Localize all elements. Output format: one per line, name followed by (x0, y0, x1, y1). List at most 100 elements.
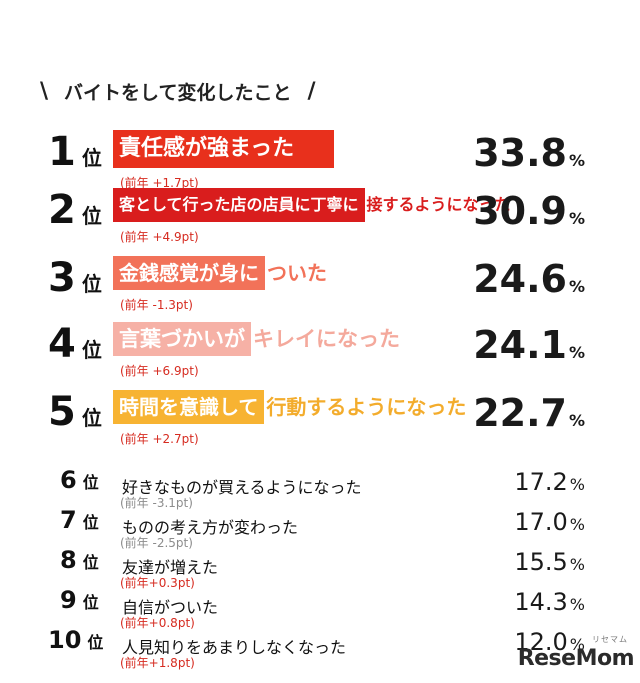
value-unit: % (568, 209, 585, 228)
ranking-row: 4 位言葉づかいが キレイになった (前年 +6.9pt) 24.1% (0, 322, 640, 386)
rank-suffix: 位 (81, 146, 102, 170)
item-label-highlight: 言葉づかいが (113, 322, 251, 356)
rank-number: 6 (60, 466, 77, 494)
delta-label: (前年 +2.7pt) (120, 432, 199, 446)
rank-suffix: 位 (81, 272, 102, 296)
item-label: 客として行った店の店員に丁寧に 接するようになった (113, 188, 511, 222)
rank-number: 8 (60, 546, 77, 574)
rank-number: 3 (48, 255, 76, 301)
item-label: ものの考え方が変わった (122, 518, 299, 537)
rank-number: 1 (48, 129, 76, 175)
rank-number: 2 (48, 187, 76, 233)
item-label: 友達が増えた (122, 558, 219, 577)
rank-number: 7 (60, 506, 77, 534)
delta-label: (前年 -2.5pt) (120, 536, 193, 550)
value-label: 17.2% (514, 470, 585, 494)
ranking-row: 7 位 ものの考え方が変わった (前年 -2.5pt) 17.0% (0, 508, 640, 550)
rank-number: 10 (48, 626, 82, 654)
value-number: 24.1 (473, 323, 567, 367)
value-unit: % (568, 411, 585, 430)
value-unit: % (569, 635, 585, 654)
ranking-row: 9 位 自信がついた (前年+0.8pt) 14.3% (0, 588, 640, 630)
ranking-row: 5 位時間を意識して 行動するようになった (前年 +2.7pt) 22.7% (0, 390, 640, 454)
value-unit: % (568, 343, 585, 362)
title-slash-left: \ (40, 78, 49, 104)
rank-suffix: 位 (82, 473, 99, 492)
chart-title: \ バイトをして変化したこと / (40, 76, 316, 106)
value-number: 14.3 (514, 588, 568, 616)
value-unit: % (569, 555, 585, 574)
value-number: 17.0 (514, 508, 568, 536)
value-unit: % (569, 595, 585, 614)
value-label: 17.0% (514, 510, 585, 534)
rank-suffix: 位 (81, 204, 102, 228)
value-unit: % (569, 515, 585, 534)
rank-suffix: 位 (82, 593, 99, 612)
value-label: 33.8% (473, 134, 585, 172)
value-unit: % (568, 151, 585, 170)
value-number: 22.7 (473, 391, 567, 435)
item-label: 言葉づかいが キレイになった (113, 322, 400, 356)
item-label: 自信がついた (122, 598, 219, 617)
delta-label: (前年 -1.3pt) (120, 298, 193, 312)
item-label-highlight: 時間を意識して (113, 390, 265, 424)
value-label: 24.1% (473, 326, 585, 364)
rank-label: 10 位 (48, 628, 103, 652)
resemom-logo: リセマム ReseMom (517, 635, 635, 671)
rank-suffix: 位 (82, 513, 99, 532)
value-unit: % (568, 277, 585, 296)
value-number: 30.9 (473, 189, 567, 233)
chart-title-text: バイトをして変化したこと (64, 81, 292, 104)
delta-label: (前年 +4.9pt) (120, 230, 199, 244)
rank-suffix: 位 (81, 406, 102, 430)
logo-subtext: リセマム (592, 635, 628, 644)
item-label: 金銭感覚が身に ついた (113, 256, 327, 290)
delta-label: (前年+1.8pt) (120, 656, 195, 670)
delta-label: (前年 +1.7pt) (120, 176, 199, 190)
value-number: 24.6 (473, 257, 567, 301)
value-number: 15.5 (514, 548, 568, 576)
delta-label: (前年+0.3pt) (120, 576, 195, 590)
rank-suffix: 位 (82, 553, 99, 572)
ranking-row: 2 位客として行った店の店員に丁寧に 接するようになった (前年 +4.9pt) 30.… (0, 188, 640, 252)
item-label: 責任感が強まった (113, 130, 335, 168)
rank-suffix: 位 (87, 633, 104, 652)
item-label: 人見知りをあまりしなくなった (122, 638, 347, 657)
value-label: 12.0% (514, 630, 585, 654)
rank-number: 4 (48, 321, 76, 367)
item-label-highlight: 責任感が強まった (113, 130, 335, 168)
rank-number: 5 (48, 389, 76, 435)
item-label-highlight: 金銭感覚が身に (113, 256, 265, 290)
item-label-rest: 接するようになった (366, 195, 511, 214)
rank-number: 9 (60, 586, 77, 614)
value-number: 12.0 (514, 628, 568, 656)
logo-text: ReseMom (517, 646, 635, 671)
title-slash-right: / (307, 78, 316, 104)
value-unit: % (569, 475, 585, 494)
ranking-row: 3 位金銭感覚が身に ついた (前年 -1.3pt) 24.6% (0, 256, 640, 320)
item-label-highlight: 客として行った店の店員に丁寧に (113, 188, 365, 222)
ranking-row: 1 位責任感が強まった (前年 +1.7pt) 33.8% (0, 130, 640, 194)
value-label: 15.5% (514, 550, 585, 574)
ranking-row: 6 位 好きなものが買えるようになった (前年 -3.1pt) 17.2% (0, 468, 640, 510)
value-number: 17.2 (514, 468, 568, 496)
delta-label: (前年 +6.9pt) (120, 364, 199, 378)
value-label: 30.9% (473, 192, 585, 230)
item-label-rest: 行動するようになった (266, 395, 467, 419)
ranking-row: 10 位人見知りをあまりしなくなった (前年+1.8pt) 12.0% (0, 628, 640, 670)
value-number: 33.8 (473, 131, 567, 175)
item-label: 好きなものが買えるようになった (122, 478, 362, 497)
ranking-row: 8 位 友達が増えた (前年+0.3pt) 15.5% (0, 548, 640, 590)
item-label-rest: ついた (267, 261, 327, 285)
value-label: 24.6% (473, 260, 585, 298)
